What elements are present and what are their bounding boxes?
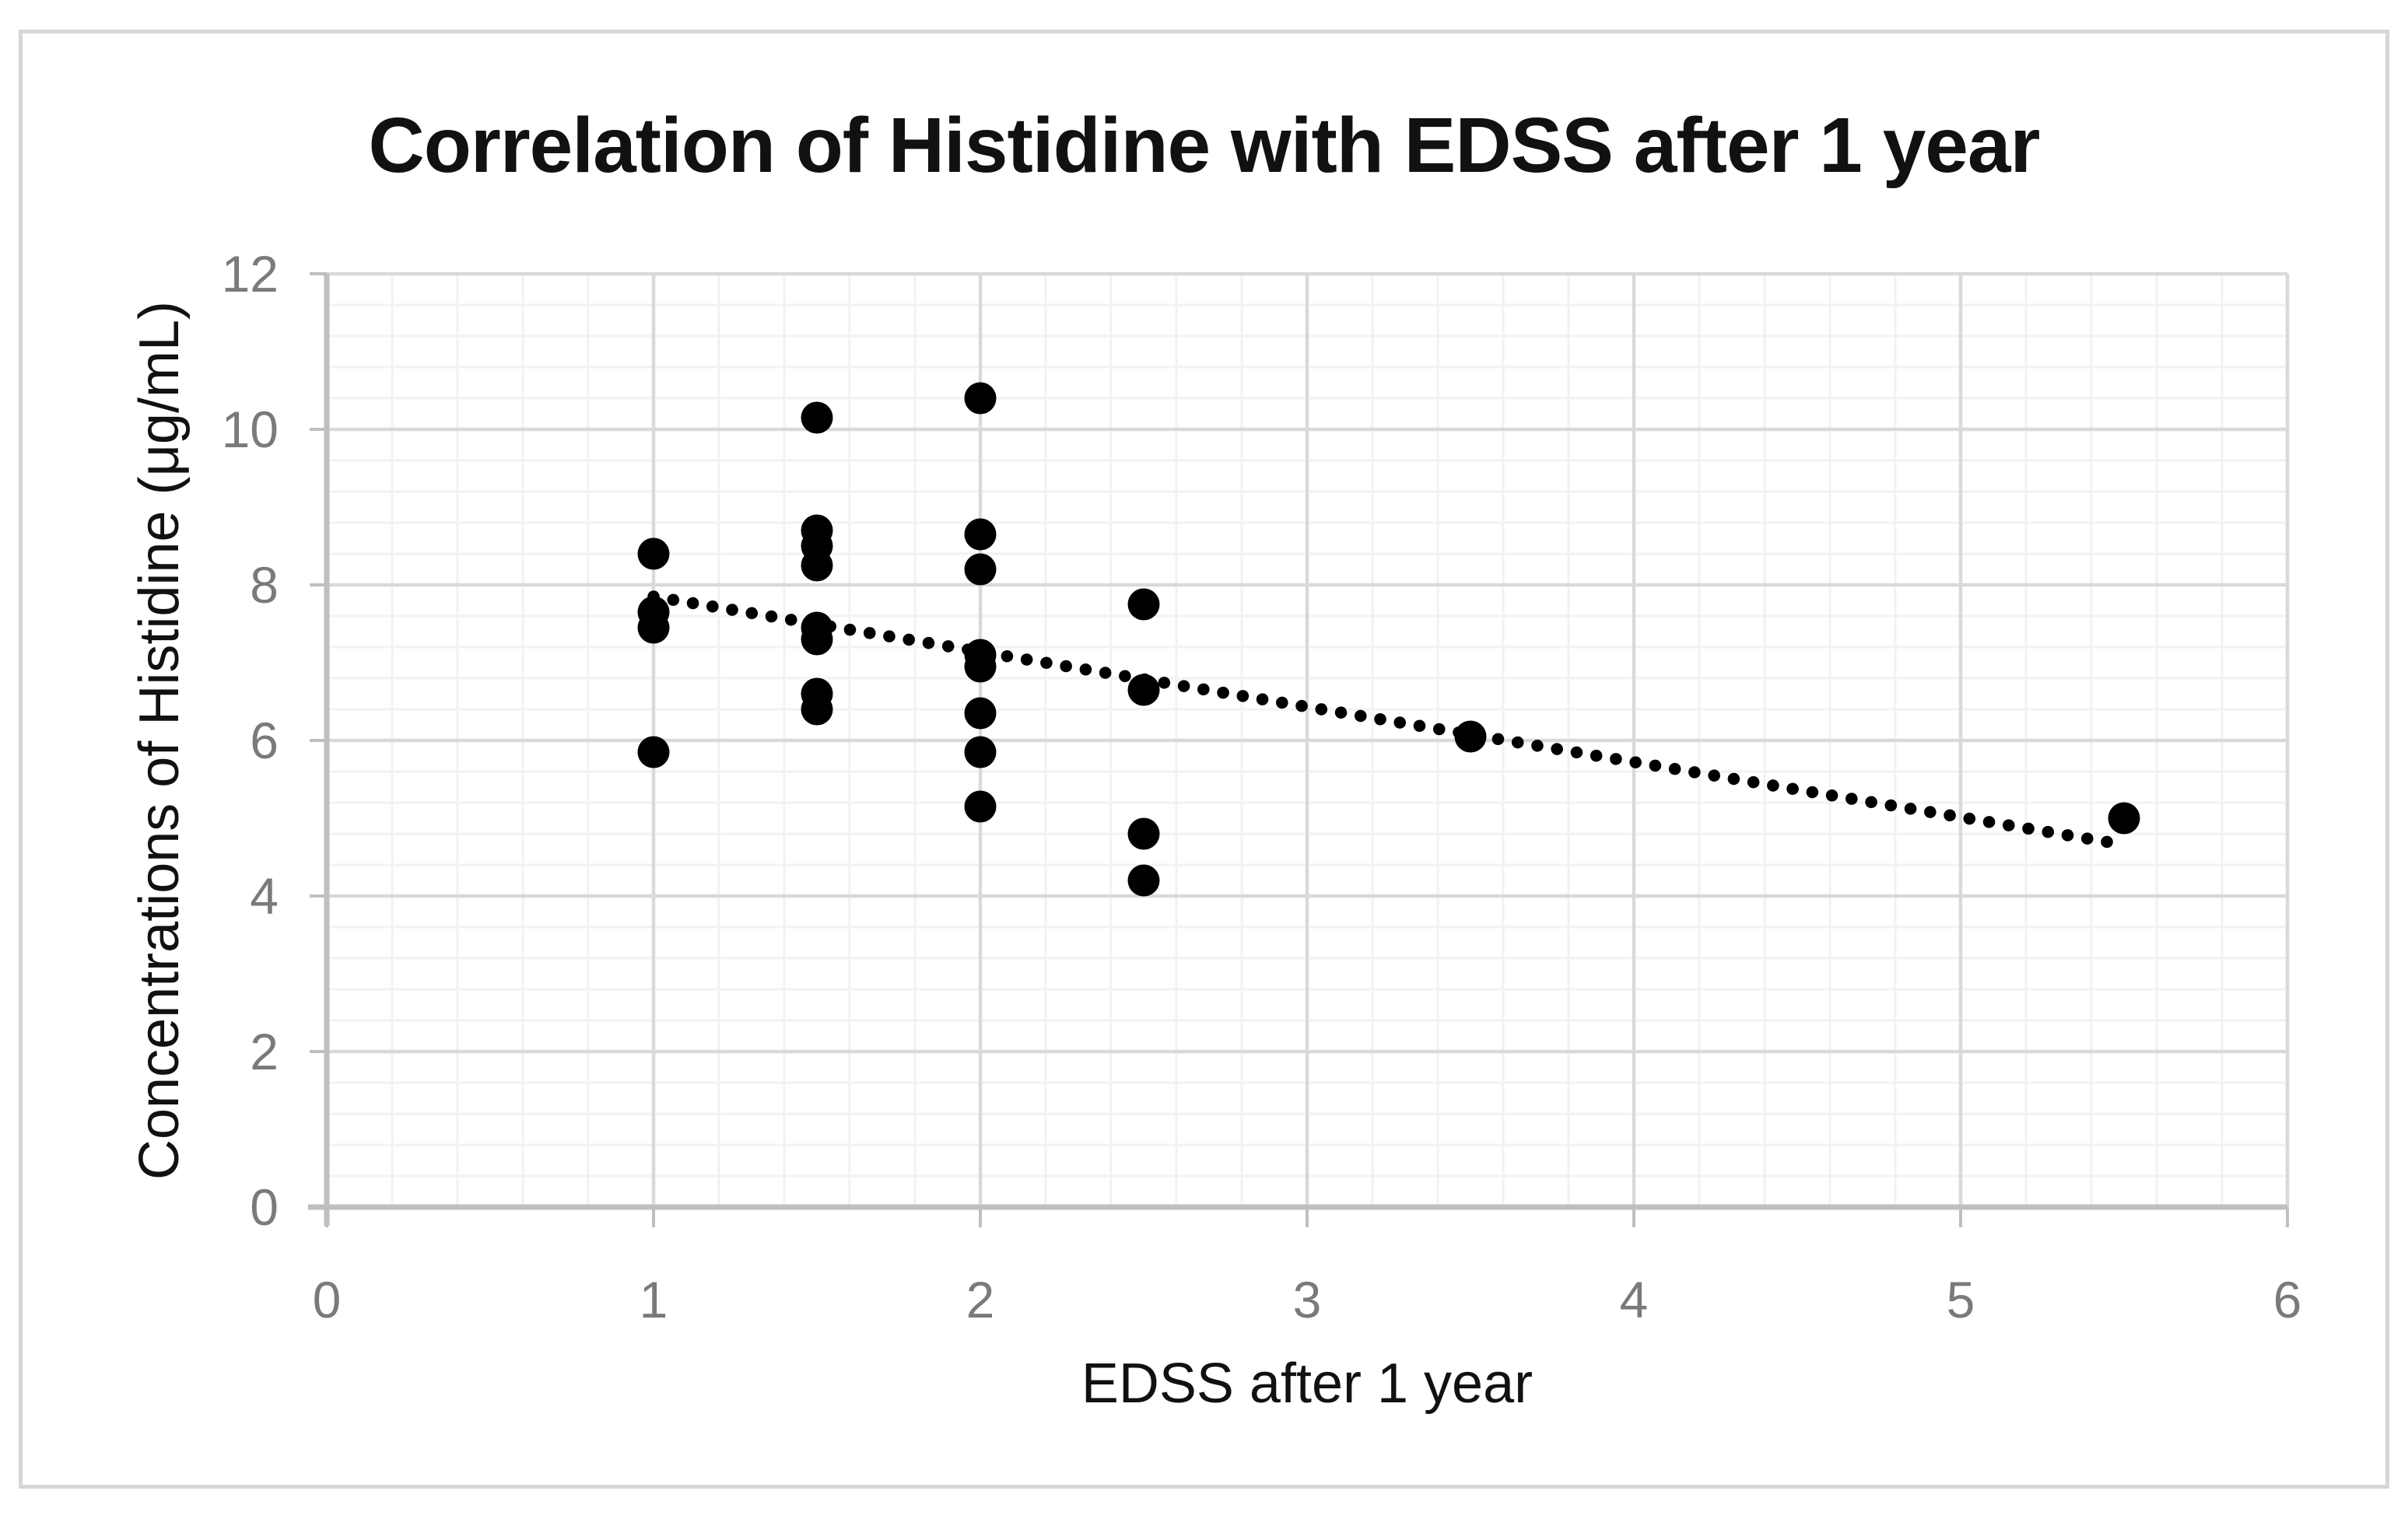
x-tick-label: 4 xyxy=(1620,1271,1649,1328)
x-tick-label: 5 xyxy=(1947,1271,1975,1328)
data-point xyxy=(801,549,833,582)
data-point xyxy=(964,650,997,683)
y-tick-label: 10 xyxy=(222,401,279,458)
data-point xyxy=(1454,720,1487,753)
trendline-dotted xyxy=(647,590,2121,849)
data-point xyxy=(1127,588,1160,621)
chart-title: Correlation of Histidine with EDSS after… xyxy=(368,102,2041,189)
data-point xyxy=(1127,864,1160,897)
data-point xyxy=(964,518,997,551)
y-tick-label: 2 xyxy=(250,1023,279,1080)
x-axis-title: EDSS after 1 year xyxy=(1081,1353,1533,1415)
axes xyxy=(308,272,2289,1227)
data-point xyxy=(964,736,997,768)
data-point xyxy=(1127,674,1160,706)
data-point xyxy=(801,693,833,726)
data-point xyxy=(964,382,997,415)
data-point xyxy=(637,611,670,644)
y-tick-label: 0 xyxy=(250,1178,279,1236)
data-points xyxy=(637,382,2140,897)
major-gridlines xyxy=(324,271,2290,1209)
data-point xyxy=(1127,817,1160,850)
data-point xyxy=(801,401,833,434)
x-tick-label: 1 xyxy=(640,1271,668,1328)
y-tick-label: 6 xyxy=(250,712,279,769)
y-axis-title: Concentrations of Histidine (μg/mL) xyxy=(128,301,191,1180)
data-point xyxy=(964,697,997,730)
x-tick-label: 0 xyxy=(313,1271,342,1328)
x-tick-label: 2 xyxy=(966,1271,995,1328)
data-point xyxy=(2108,802,2140,835)
trendline xyxy=(647,590,2121,849)
y-tick-label: 8 xyxy=(250,556,279,614)
data-point xyxy=(637,736,670,768)
data-point xyxy=(964,790,997,823)
data-point xyxy=(801,623,833,656)
y-tick-label: 12 xyxy=(222,245,279,303)
data-point xyxy=(637,537,670,570)
x-tick-label: 6 xyxy=(2273,1271,2302,1328)
y-tick-label: 4 xyxy=(250,867,279,925)
data-point xyxy=(964,553,997,586)
x-tick-label: 3 xyxy=(1293,1271,1322,1328)
